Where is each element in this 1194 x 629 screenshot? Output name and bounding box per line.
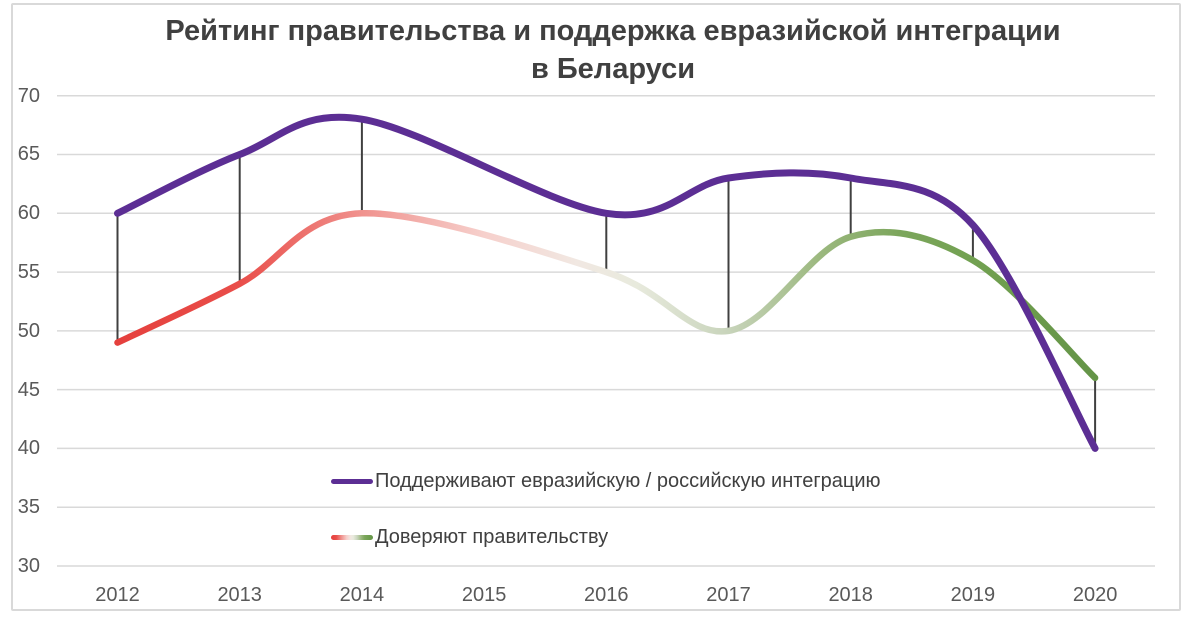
y-tick-label: 70 bbox=[17, 84, 40, 107]
x-tick-label: 2012 bbox=[95, 584, 140, 606]
chart-title-line2: в Беларуси bbox=[530, 53, 696, 85]
legend-item-support-integration: Поддерживают евразийскую / российскую ин… bbox=[331, 469, 881, 493]
x-tick-label: 2014 bbox=[339, 584, 385, 606]
legend: Поддерживают евразийскую / российскую ин… bbox=[331, 469, 881, 549]
y-tick-label: 50 bbox=[17, 319, 40, 342]
trust-government-line bbox=[114, 210, 1099, 382]
y-tick-label: 55 bbox=[17, 261, 40, 284]
chart-title: Рейтинг правительства и поддержка еврази… bbox=[40, 12, 1186, 88]
support-integration-line bbox=[114, 113, 1099, 452]
chart-frame bbox=[11, 3, 1181, 611]
x-tick-label: 2019 bbox=[950, 584, 996, 606]
chart-title-line1: Рейтинг правительства и поддержка еврази… bbox=[165, 15, 1061, 47]
y-tick-label: 45 bbox=[17, 378, 40, 401]
legend-item-trust-government: Доверяют правительству bbox=[331, 525, 881, 549]
y-tick-label: 40 bbox=[17, 437, 40, 460]
legend-swatch-trust-line bbox=[331, 534, 373, 540]
y-tick-label: 65 bbox=[17, 143, 40, 166]
x-tick-label: 2020 bbox=[1072, 584, 1118, 606]
y-tick-label: 60 bbox=[17, 202, 40, 225]
legend-swatch-support-line bbox=[331, 478, 373, 484]
legend-label-trust: Доверяют правительству bbox=[375, 526, 609, 548]
x-tick-label: 2017 bbox=[706, 584, 751, 606]
y-tick-label: 35 bbox=[17, 496, 40, 519]
x-tick-label: 2013 bbox=[217, 584, 262, 606]
x-tick-label: 2018 bbox=[828, 584, 873, 606]
x-tick-label: 2016 bbox=[584, 584, 629, 606]
legend-label-support: Поддерживают евразийскую / российскую ин… bbox=[375, 470, 881, 492]
y-tick-label: 30 bbox=[17, 555, 40, 577]
x-tick-label: 2015 bbox=[461, 584, 507, 606]
